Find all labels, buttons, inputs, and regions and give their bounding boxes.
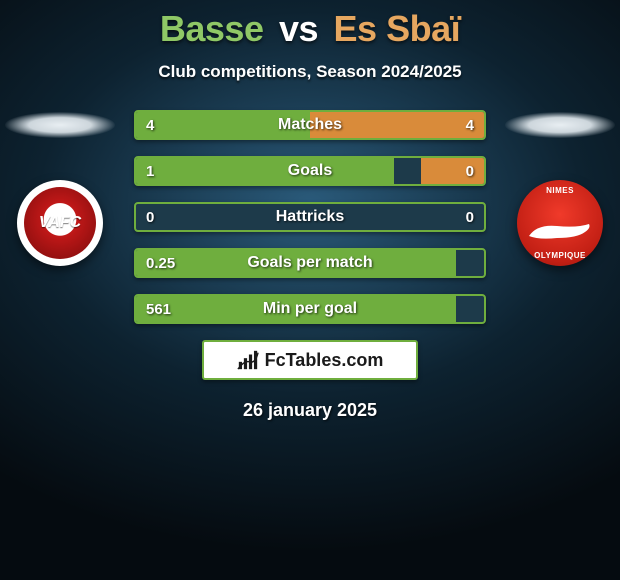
player2-silhouette	[505, 112, 615, 138]
content: VAFC NIMES OLYMPIQUE 44Matches 10Goals 00H…	[0, 110, 620, 324]
club-badge-right-top: NIMES	[517, 186, 603, 195]
side-left: VAFC	[0, 110, 120, 266]
brand-box[interactable]: FcTables.com	[202, 340, 418, 380]
stats-bars: 44Matches 10Goals 00Hattricks 0.25Goals per…	[134, 110, 486, 324]
club-badge-left-text: VAFC	[39, 214, 81, 232]
stat-label: Goals	[136, 158, 484, 184]
title-player2: Es Sbaï	[334, 8, 461, 49]
player1-silhouette	[5, 112, 115, 138]
stat-label: Min per goal	[136, 296, 484, 322]
stat-label: Hattricks	[136, 204, 484, 230]
side-right: NIMES OLYMPIQUE	[500, 110, 620, 266]
stat-bar: 0.25Goals per match	[134, 248, 486, 278]
bar-chart-icon	[237, 349, 259, 371]
club-badge-left-inner: VAFC	[24, 187, 96, 259]
stat-bar: 44Matches	[134, 110, 486, 140]
subtitle: Club competitions, Season 2024/2025	[0, 62, 620, 82]
club-badge-left: VAFC	[17, 180, 103, 266]
title-player1: Basse	[160, 8, 264, 49]
club-badge-right-bottom: OLYMPIQUE	[517, 251, 603, 260]
stat-bar: 561Min per goal	[134, 294, 486, 324]
title-vs: vs	[279, 8, 318, 49]
stat-bar: 10Goals	[134, 156, 486, 186]
crocodile-icon	[527, 218, 593, 244]
brand-text: FcTables.com	[265, 350, 384, 371]
stat-label: Goals per match	[136, 250, 484, 276]
stat-bar: 00Hattricks	[134, 202, 486, 232]
stat-label: Matches	[136, 112, 484, 138]
page-title: Basse vs Es Sbaï	[0, 0, 620, 50]
club-badge-right: NIMES OLYMPIQUE	[517, 180, 603, 266]
date: 26 january 2025	[0, 400, 620, 421]
